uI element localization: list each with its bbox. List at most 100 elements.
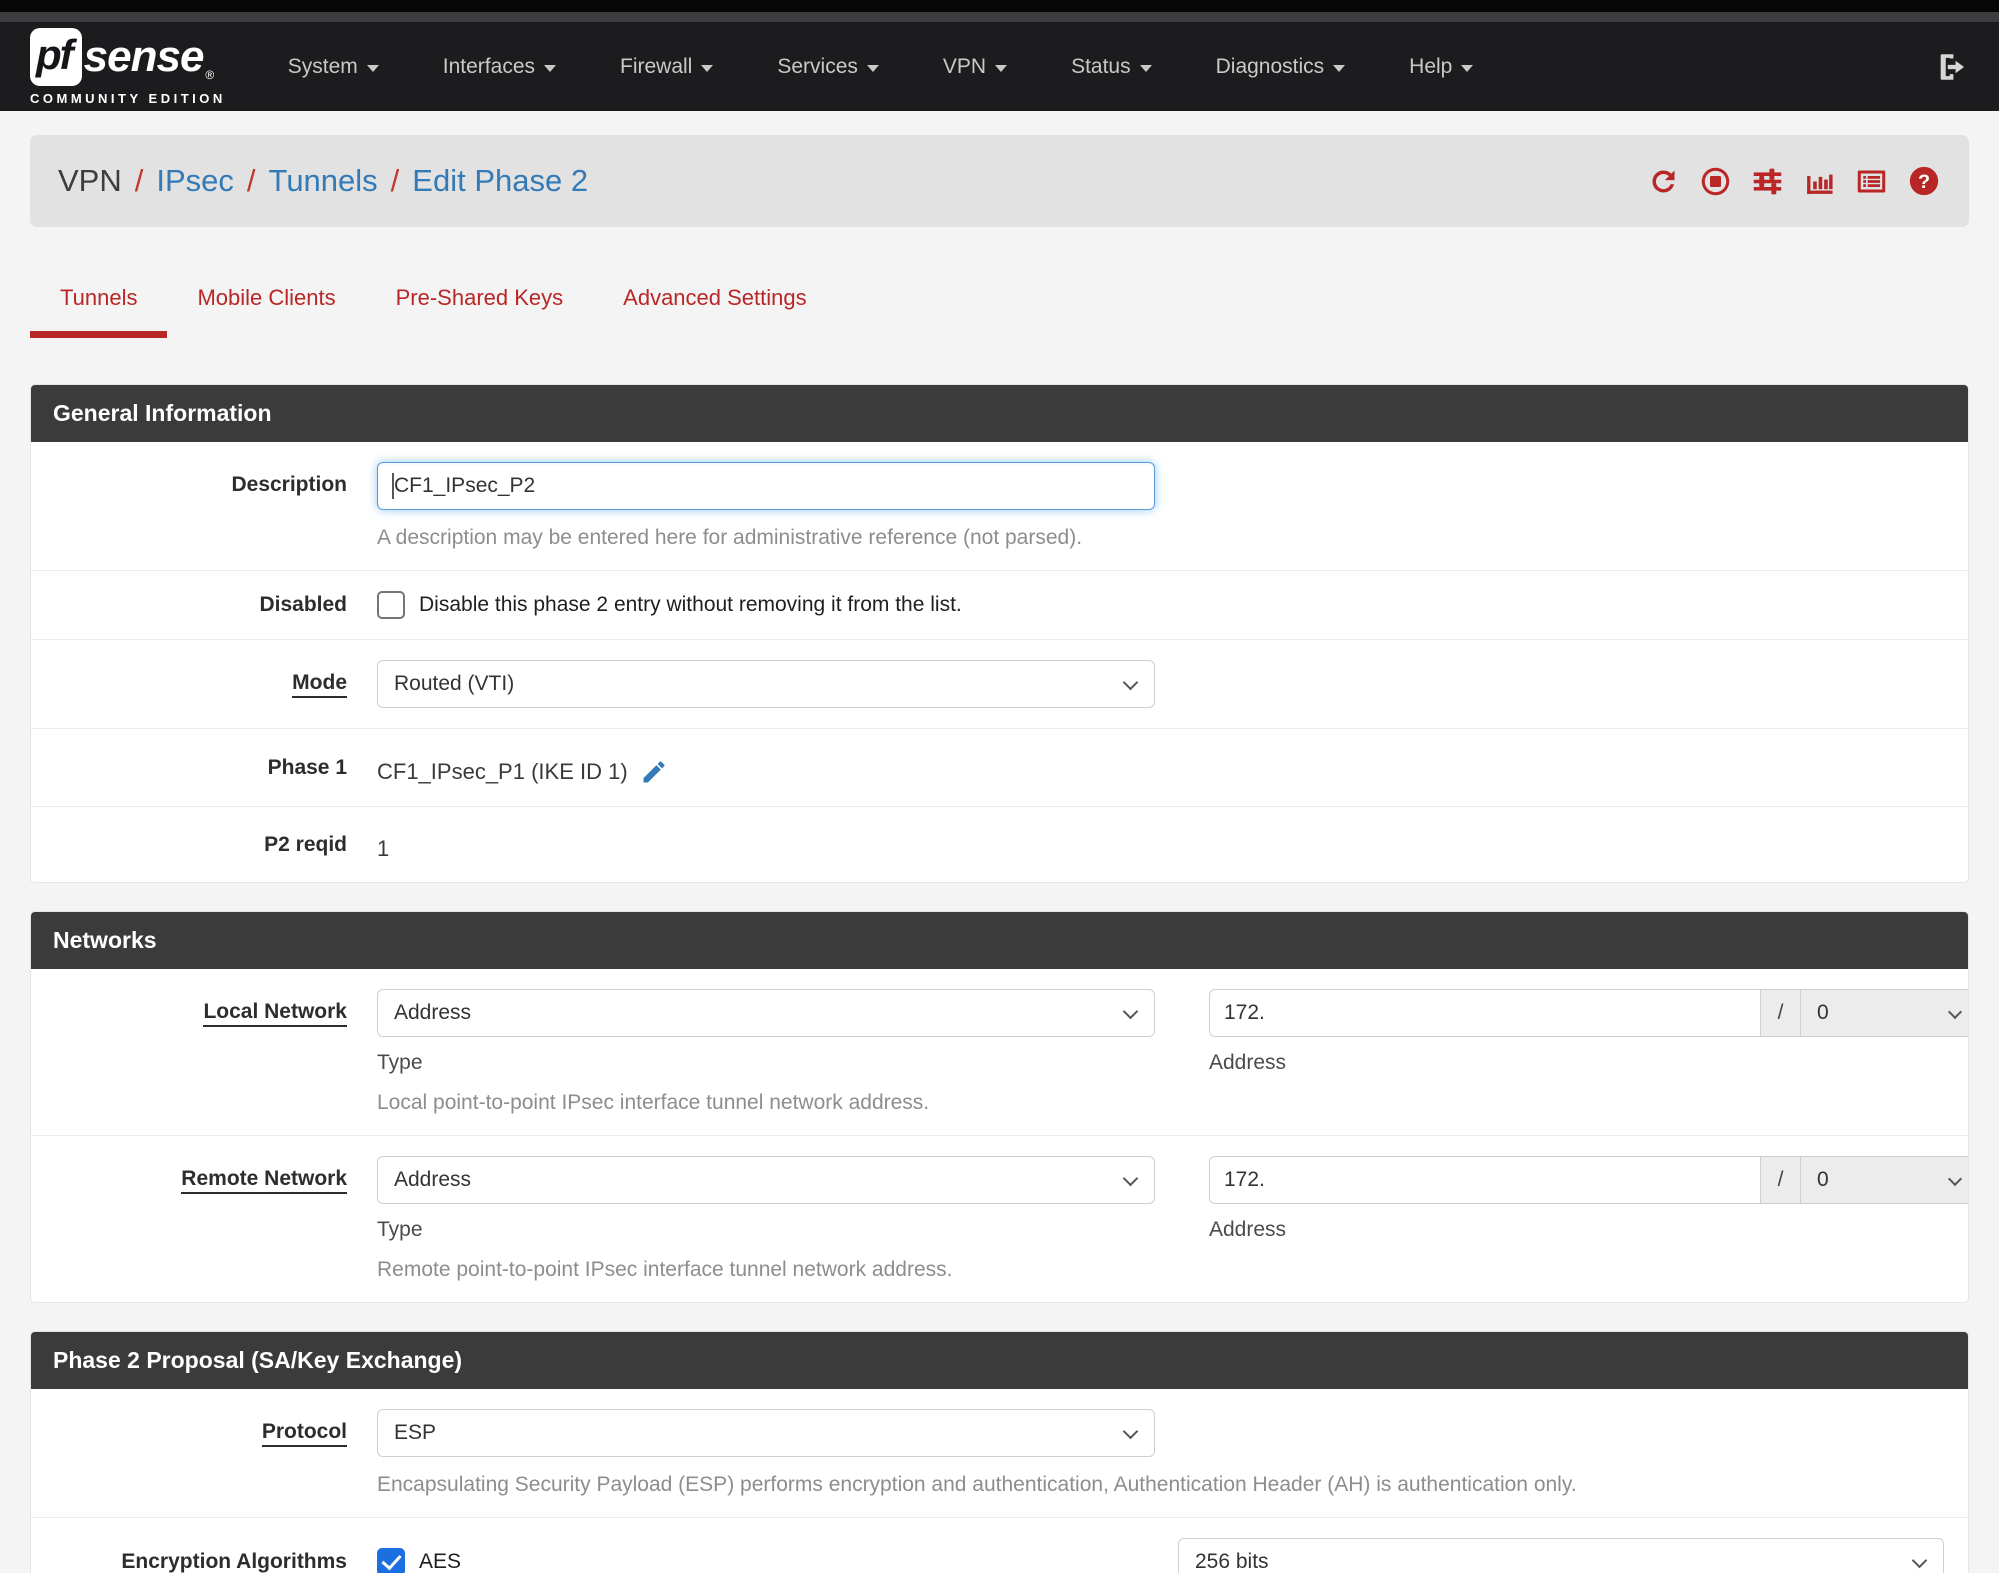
nav-item-vpn[interactable]: VPN [942, 54, 1008, 79]
caret-down-icon [1461, 64, 1474, 72]
nav-item-help[interactable]: Help [1409, 54, 1474, 79]
remote-network-address-input[interactable] [1209, 1156, 1761, 1204]
field-label-phase1: Phase 1 [267, 755, 347, 779]
nav-item-status[interactable]: Status [1071, 55, 1152, 79]
local-network-type-value: Address [394, 1001, 472, 1024]
panel-title: Phase 2 Proposal (SA/Key Exchange) [31, 1332, 1968, 1389]
panel-networks: Networks Local Network Address Type Loca… [30, 911, 1969, 1303]
nav-item-label: VPN [942, 54, 987, 78]
page-action-icons: ? [1647, 164, 1941, 198]
remote-network-mask-select[interactable]: 0 [1801, 1156, 1968, 1204]
breadcrumb-link-edit-phase2[interactable]: Edit Phase 2 [412, 163, 589, 198]
field-label-disabled: Disabled [259, 593, 347, 616]
local-network-address-input[interactable] [1209, 989, 1761, 1037]
caret-down-icon [1333, 64, 1346, 72]
panel-phase2-proposal: Phase 2 Proposal (SA/Key Exchange) Proto… [30, 1331, 1969, 1573]
aes-keylength-select[interactable]: 256 bits [1178, 1538, 1944, 1573]
logo-subtitle: COMMUNITY EDITION [30, 90, 226, 106]
remote-network-type-value: Address [394, 1168, 472, 1191]
mode-select[interactable]: Routed (VTI) [377, 660, 1155, 708]
aes-checkbox[interactable] [377, 1548, 405, 1573]
caret-down-icon [866, 64, 879, 72]
row-local-network: Local Network Address Type Local point-t… [31, 969, 1968, 1136]
remote-network-type-select[interactable]: Address [377, 1156, 1155, 1204]
field-label-mode: Mode [55, 660, 377, 708]
aes-keylength-value: 256 bits [1195, 1550, 1269, 1573]
nav-item-label: Diagnostics [1215, 54, 1325, 78]
protocol-help-text: Encapsulating Security Payload (ESP) per… [377, 1473, 1577, 1496]
nav-item-services[interactable]: Services [777, 55, 879, 79]
caret-down-icon [995, 64, 1008, 72]
panel-title: General Information [31, 385, 1968, 442]
description-help-text: A description may be entered here for ad… [377, 526, 1083, 549]
chevron-down-icon [1911, 1552, 1928, 1569]
tab-mobile-clients[interactable]: Mobile Clients [197, 285, 336, 310]
chevron-down-icon [1122, 1003, 1139, 1020]
top-gray-strip [0, 12, 1999, 22]
description-input[interactable] [377, 462, 1155, 510]
mode-select-value: Routed (VTI) [394, 672, 515, 695]
tab-pre-shared-keys[interactable]: Pre-Shared Keys [395, 285, 564, 310]
field-label-description: Description [231, 473, 347, 496]
breadcrumb-link-ipsec[interactable]: IPsec [156, 163, 234, 198]
chevron-down-icon [1122, 674, 1139, 691]
breadcrumb-separator: / [134, 163, 144, 198]
nav-item-label: Services [777, 54, 858, 78]
local-network-help-text: Local point-to-point IPsec interface tun… [377, 1091, 930, 1114]
field-label-text: Remote Network [181, 1167, 347, 1194]
row-encryption-aes: Encryption Algorithms AES 256 bits [31, 1518, 1968, 1573]
log-list-icon[interactable] [1855, 165, 1888, 198]
protocol-select[interactable]: ESP [377, 1409, 1155, 1457]
logo-registered-mark: ® [205, 67, 215, 82]
help-icon[interactable]: ? [1907, 164, 1941, 198]
pfsense-logo[interactable]: pf sense ® COMMUNITY EDITION [30, 27, 226, 106]
local-network-address-sublabel: Address [1209, 1051, 1287, 1074]
nav-item-label: Firewall [620, 54, 693, 78]
caret-down-icon [544, 64, 556, 72]
tab-tunnels[interactable]: Tunnels [30, 273, 168, 338]
field-label-text: Local Network [203, 1000, 347, 1027]
chevron-down-icon [1122, 1170, 1139, 1187]
address-mask-separator: / [1761, 1156, 1801, 1204]
top-navbar: pf sense ® COMMUNITY EDITION System Inte… [0, 22, 1999, 111]
nav-item-system[interactable]: System [288, 55, 379, 79]
bar-chart-icon[interactable] [1803, 165, 1836, 198]
chevron-down-icon [1122, 1423, 1139, 1440]
nav-item-diagnostics[interactable]: Diagnostics [1216, 55, 1346, 79]
p2reqid-value: 1 [377, 836, 390, 861]
panel-title: Networks [31, 912, 1968, 969]
chevron-down-icon [1947, 1004, 1963, 1020]
field-label-p2reqid: P2 reqid [264, 832, 347, 856]
field-label-local-network: Local Network [55, 989, 377, 1115]
row-phase1: Phase 1 CF1_IPsec_P1 (IKE ID 1) [31, 729, 1968, 807]
remote-network-type-sublabel: Type [377, 1218, 423, 1241]
breadcrumb-link-tunnels[interactable]: Tunnels [268, 163, 378, 198]
sliders-icon[interactable] [1751, 165, 1784, 198]
refresh-icon[interactable] [1647, 165, 1680, 198]
svg-text:?: ? [1918, 171, 1930, 193]
logo-pf-badge: pf [30, 27, 82, 86]
nav-item-firewall[interactable]: Firewall [620, 54, 714, 79]
caret-down-icon [366, 64, 379, 72]
local-network-type-sublabel: Type [377, 1051, 423, 1074]
breadcrumb-root: VPN [58, 163, 122, 198]
row-p2reqid: P2 reqid 1 [31, 807, 1968, 882]
field-label-protocol: Protocol [55, 1409, 377, 1497]
nav-item-label: Help [1409, 54, 1453, 78]
remote-network-mask-value: 0 [1817, 1168, 1829, 1191]
local-network-mask-select[interactable]: 0 [1801, 989, 1968, 1037]
row-mode: Mode Routed (VTI) [31, 640, 1968, 729]
remote-network-address-sublabel: Address [1209, 1218, 1287, 1241]
local-network-type-select[interactable]: Address [377, 989, 1155, 1037]
logo-sense-text: sense [83, 31, 205, 81]
tab-advanced-settings[interactable]: Advanced Settings [623, 285, 807, 310]
disabled-checkbox-label: Disable this phase 2 entry without remov… [419, 593, 962, 616]
disabled-checkbox[interactable] [377, 591, 405, 619]
nav-item-interfaces[interactable]: Interfaces [443, 55, 556, 79]
field-label-encryption-algorithms: Encryption Algorithms [55, 1550, 377, 1573]
field-label-text: Encryption Algorithms [121, 1550, 347, 1573]
nav-item-label: Status [1071, 54, 1131, 78]
logout-icon[interactable] [1935, 50, 1969, 84]
stop-circle-icon[interactable] [1699, 165, 1732, 198]
edit-phase1-icon[interactable] [640, 758, 668, 786]
